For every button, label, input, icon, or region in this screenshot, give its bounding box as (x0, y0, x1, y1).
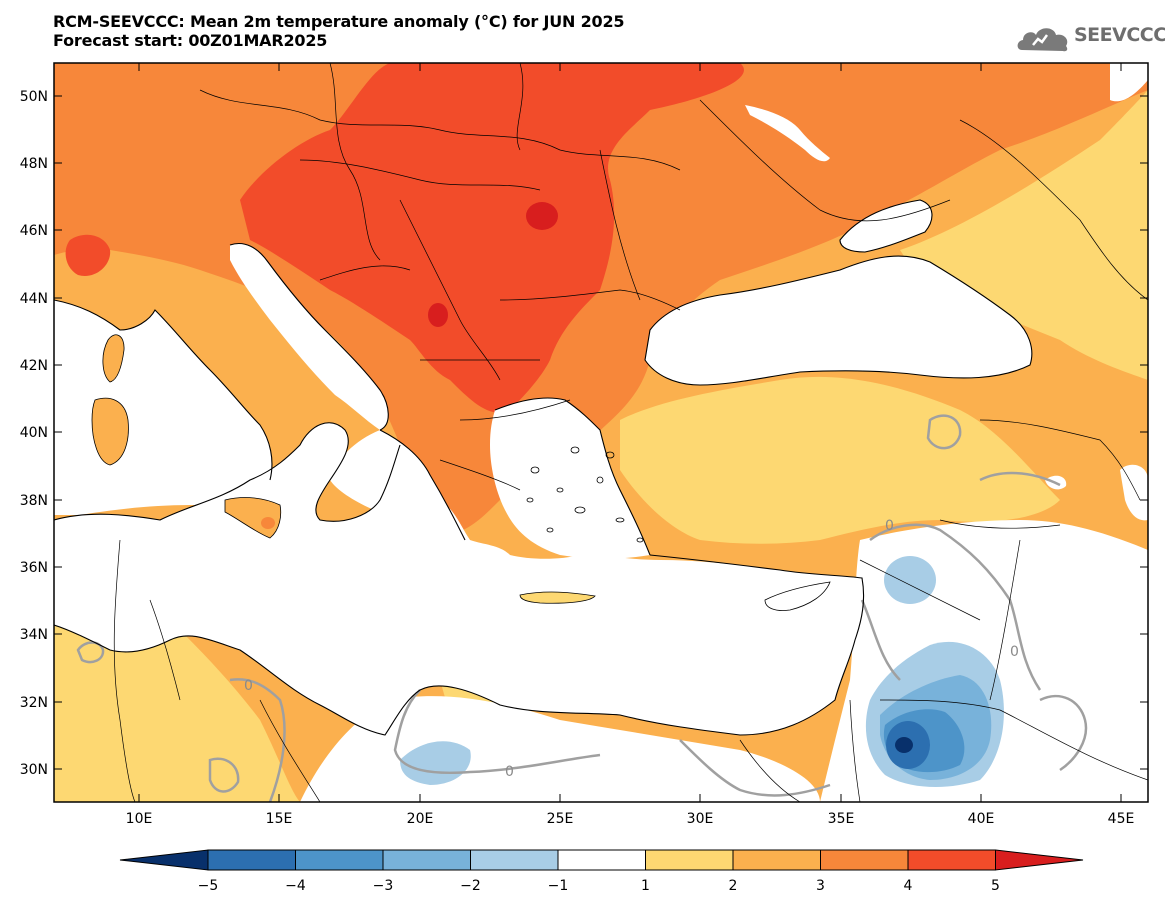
lat-label: 34N (20, 627, 48, 643)
colorbar-segment (557, 849, 646, 871)
colorbar-segment (907, 849, 996, 871)
colorbar-segment (820, 849, 909, 871)
lon-label: 25E (547, 811, 574, 827)
colorbar-segment (295, 849, 384, 871)
lat-label: 50N (20, 89, 48, 105)
colorbar-label: 3 (816, 878, 825, 894)
anomaly-below-minus-5-spot (895, 737, 913, 753)
lon-label: 10E (126, 811, 153, 827)
anomaly-1-2-anatolia (620, 376, 1060, 544)
colorbar-segment (995, 849, 1084, 871)
lat-label: 38N (20, 493, 48, 509)
colorbar-label: 2 (729, 878, 738, 894)
y-ticks (54, 95, 1148, 770)
anomaly-4-5-west (65, 234, 111, 276)
lon-label: 35E (828, 811, 855, 827)
anomaly-3-4-sicily (261, 517, 275, 529)
x-ticks (138, 63, 1122, 802)
island-sardinia (91, 397, 129, 466)
lon-label: 45E (1108, 811, 1135, 827)
lon-label: 30E (687, 811, 714, 827)
seevccc-logo: SEEVCCC (1016, 20, 1165, 56)
anomaly-1-2-east (900, 90, 1148, 380)
lat-labels: 50N 48N 46N 44N 42N 40N 38N 36N 34N 32N … (20, 89, 48, 778)
reservoir-dnieper (745, 105, 830, 162)
sea-azov (840, 200, 932, 252)
lon-label: 20E (407, 811, 434, 827)
logo-text: SEEVCCC (1074, 24, 1165, 46)
colorbar-label: −5 (198, 878, 219, 894)
contour-label-zero-iraq: 0 (1010, 644, 1019, 660)
lat-label: 30N (20, 762, 48, 778)
colorbar-label: 5 (991, 878, 1000, 894)
zero-contours (76, 414, 1088, 802)
title-line-2: Forecast start: 00Z01MAR2025 (53, 31, 328, 50)
contour-label-zero-syria: 0 (885, 518, 894, 534)
reservoir-volga (1110, 63, 1148, 102)
cloud-icon (1017, 28, 1068, 52)
lat-label: 48N (20, 156, 48, 172)
lat-label: 40N (20, 425, 48, 441)
colorbar-label: 1 (641, 878, 650, 894)
lat-label: 46N (20, 223, 48, 239)
lat-label: 42N (20, 358, 48, 374)
lon-labels: 10E 15E 20E 25E 30E 35E 40E 45E (126, 811, 1135, 827)
colorbar-segment (382, 849, 471, 871)
country-borders (113, 63, 1148, 802)
colorbar-label: −4 (285, 878, 306, 894)
contour-label-zero-libya: 0 (505, 764, 514, 780)
lat-label: 36N (20, 560, 48, 576)
map-plot-area: 0 0 0 0 (54, 63, 1148, 802)
colorbar-label: −3 (373, 878, 394, 894)
anomaly-minus-1-2-syria (884, 556, 936, 604)
sea-black (645, 256, 1032, 385)
lat-label: 32N (20, 695, 48, 711)
colorbar (119, 849, 1084, 871)
colorbar-label: 4 (904, 878, 913, 894)
lon-label: 15E (266, 811, 293, 827)
sea-adriatic (230, 243, 389, 430)
contour-label-zero-tunisia: 0 (244, 678, 253, 694)
colorbar-segment (470, 849, 559, 871)
sea-caspian (1120, 464, 1148, 521)
colorbar-labels: −5 −4 −3 −2 −1 1 2 3 4 5 (198, 878, 1000, 894)
map-title: RCM-SEEVCCC: Mean 2m temperature anomaly… (53, 12, 625, 50)
anomaly-4-5-region (240, 63, 744, 413)
anomaly-5-plus-romania (526, 202, 558, 230)
title-line-1: RCM-SEEVCCC: Mean 2m temperature anomaly… (53, 12, 625, 31)
island-crete (519, 591, 596, 604)
coastlines (54, 199, 1033, 736)
colorbar-segment (207, 849, 296, 871)
island-corsica (102, 334, 125, 383)
island-cyprus (764, 581, 831, 611)
lon-label: 40E (968, 811, 995, 827)
aegean-islands (526, 446, 644, 543)
colorbar-segment (119, 849, 209, 871)
sea-aegean (490, 398, 650, 559)
colorbar-segment (732, 849, 821, 871)
lat-label: 44N (20, 291, 48, 307)
sea-ionian (330, 430, 465, 540)
anomaly-5-plus-serbia (428, 303, 448, 327)
colorbar-segment (645, 849, 734, 871)
anomaly-minus-1-2-libya (400, 741, 471, 785)
colorbar-label: −2 (460, 878, 481, 894)
colorbar-label: −1 (548, 878, 569, 894)
